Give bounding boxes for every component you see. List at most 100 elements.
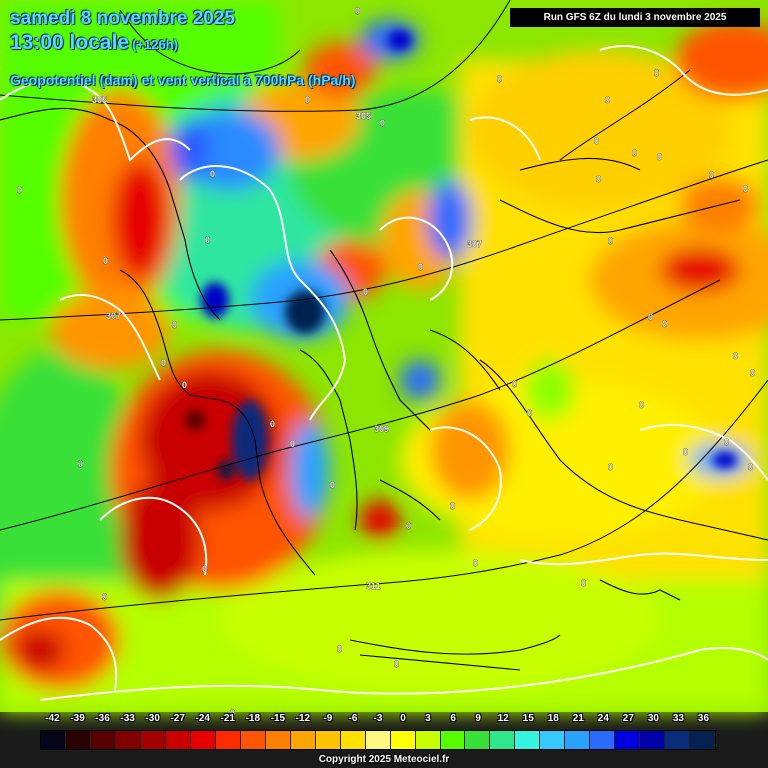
isohypse-label: 305: [92, 95, 107, 105]
run-info: Run GFS 6Z du lundi 3 novembre 2025: [510, 8, 760, 27]
isohypses: [0, 0, 768, 621]
copyright: Copyright 2025 Meteociel.fr: [318, 754, 450, 765]
contour-label: 0: [103, 256, 108, 266]
map-labels: 305 305 307 307 309 311 0 0 0 0 0 0 0 0 …: [17, 6, 756, 719]
color-legend: [40, 730, 716, 750]
legend-swatch: [41, 731, 66, 749]
contour-label: 0: [290, 439, 295, 449]
contour-label: 0: [270, 419, 275, 429]
contour-label: 0: [102, 592, 107, 602]
contour-label: 0: [654, 68, 659, 78]
legend-tick-label: -39: [70, 713, 85, 724]
zero-contours: [0, 45, 768, 701]
contour-label: 0: [657, 152, 662, 162]
contour-label: 0: [363, 287, 368, 297]
legend-tick-label: -12: [295, 713, 311, 724]
legend-swatch: [415, 731, 441, 749]
contour-label: 0: [305, 95, 310, 105]
contour-label: 0: [450, 501, 455, 511]
legend-tick-label: -18: [245, 713, 261, 724]
contour-label: 0: [512, 379, 517, 389]
contour-label: 0: [17, 185, 22, 195]
contour-label: 0: [202, 564, 207, 574]
variable-title: Geopotentiel (dam) et vent vertical à 70…: [10, 72, 356, 88]
legend-tick-label: -9: [323, 713, 333, 724]
contour-label: 0: [182, 380, 187, 390]
isohypse-label: 307: [467, 239, 482, 249]
legend-swatch: [465, 731, 491, 749]
contour-label: 0: [750, 368, 755, 378]
legend-swatch: [140, 731, 166, 749]
legend-swatch: [115, 731, 141, 749]
legend-tick-label: 30: [647, 713, 659, 724]
legend-swatch: [390, 731, 416, 749]
contour-label: 0: [683, 447, 688, 457]
contour-label: 0: [380, 118, 385, 128]
legend-ticks: -42 -39 -36 -33 -30 -27 -24 -21 -18 -15 -12 -9 -6 -3 0…: [40, 713, 716, 727]
legend-tick-label: -36: [95, 713, 110, 724]
contour-label: 0: [337, 644, 342, 654]
contour-label: 0: [709, 170, 714, 180]
legend-tick-label: -27: [170, 713, 185, 724]
contour-label: 0: [733, 351, 738, 361]
contour-label: 0: [172, 320, 177, 330]
legend-swatch: [490, 731, 516, 749]
contour-label: 0: [527, 408, 532, 418]
legend-swatch: [240, 731, 266, 749]
contour-label: 0: [230, 708, 235, 718]
isohypse-label: 311: [366, 581, 381, 591]
legend-tick-label: 21: [572, 713, 584, 724]
contour-label: 0: [355, 6, 360, 16]
contour-label: 0: [418, 262, 423, 272]
contour-label: 0: [406, 521, 411, 531]
legend-tick-label: 6: [450, 713, 456, 724]
legend-swatch: [190, 731, 216, 749]
contour-label: 0: [78, 459, 83, 469]
legend-swatch: [540, 731, 566, 749]
legend-swatch: [565, 731, 591, 749]
legend-tick-label: 3: [425, 713, 431, 724]
contour-label: 0: [210, 169, 215, 179]
legend-tick-label: 27: [622, 713, 634, 724]
legend-swatch: [615, 731, 641, 749]
legend-tick-label: 0: [400, 713, 406, 724]
legend-tick-label: -21: [220, 713, 235, 724]
legend-swatch: [90, 731, 116, 749]
contour-label: 0: [639, 400, 644, 410]
contour-label: 0: [596, 174, 601, 184]
lead-time: (+126h): [132, 37, 178, 52]
legend-swatch: [65, 731, 91, 749]
legend-swatch: [165, 731, 191, 749]
legend-tick-label: 9: [475, 713, 481, 724]
local-time: 13:00 locale: [10, 31, 130, 54]
forecast-date: samedi 8 novembre 2025: [10, 8, 235, 29]
contour-label: 0: [497, 74, 502, 84]
forecast-time: 13:00 locale (+126h): [10, 31, 178, 55]
legend-tick-label: 15: [522, 713, 534, 724]
legend-tick-label: -24: [195, 713, 210, 724]
contour-label: 0: [724, 437, 729, 447]
contour-label: 0: [748, 462, 753, 472]
legend-swatch: [315, 731, 341, 749]
contour-label: 0: [662, 319, 667, 329]
legend-tick-label: -42: [45, 713, 60, 724]
legend-swatch: [640, 731, 666, 749]
isohypse-label: 307: [106, 311, 121, 321]
legend-swatch: [215, 731, 241, 749]
legend-swatch: [665, 731, 691, 749]
contour-label: 0: [161, 358, 166, 368]
legend-swatch: [590, 731, 616, 749]
legend-swatch: [265, 731, 291, 749]
legend-swatch: [340, 731, 366, 749]
legend-tick-label: 24: [597, 713, 609, 724]
legend-tick-label: 36: [697, 713, 710, 724]
contour-label: 0: [608, 462, 613, 472]
legend-swatch: [365, 731, 391, 749]
contour-label: 0: [581, 578, 586, 588]
legend-tick-label: 33: [672, 713, 684, 724]
legend-tick-label: -3: [373, 713, 383, 724]
contour-label: 0: [473, 558, 478, 568]
isohypse-label: 305: [356, 111, 371, 121]
legend-tick-label: 12: [497, 713, 509, 724]
